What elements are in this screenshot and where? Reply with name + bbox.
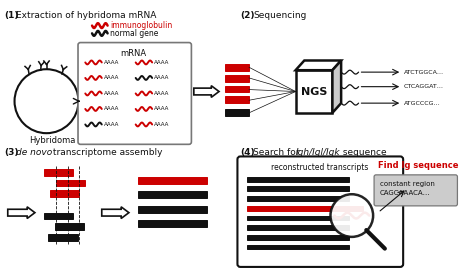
Text: (4): (4) — [240, 148, 255, 157]
Text: AAAA: AAAA — [104, 122, 119, 127]
Bar — [44, 169, 73, 176]
Text: CAGCAAACA…: CAGCAAACA… — [380, 190, 430, 196]
Bar — [247, 245, 349, 249]
Bar — [247, 196, 349, 201]
Text: ATGCCCG…: ATGCCCG… — [404, 101, 441, 106]
Text: transcriptome assembly: transcriptome assembly — [50, 148, 163, 157]
Text: Sequencing: Sequencing — [253, 11, 306, 20]
Bar — [50, 190, 80, 197]
FancyArrow shape — [8, 207, 35, 219]
Bar — [225, 109, 249, 116]
Bar — [247, 235, 349, 240]
Text: immunoglobulin: immunoglobulin — [110, 21, 173, 30]
Bar — [137, 177, 208, 183]
Bar — [225, 96, 249, 103]
Text: Hybridoma: Hybridoma — [29, 136, 75, 145]
Bar — [247, 177, 349, 182]
Bar — [247, 225, 349, 230]
Text: (1): (1) — [4, 11, 18, 20]
Text: sequence: sequence — [340, 148, 387, 157]
Text: Find Ig sequence: Find Ig sequence — [378, 161, 458, 170]
Text: Igh/Igl/Igk: Igh/Igl/Igk — [296, 148, 340, 157]
FancyArrow shape — [102, 207, 129, 219]
Text: (3): (3) — [4, 148, 18, 157]
Text: AAAA: AAAA — [104, 75, 119, 80]
Bar — [44, 213, 73, 219]
Text: reconstructed transcripts: reconstructed transcripts — [271, 163, 368, 172]
Polygon shape — [296, 61, 341, 70]
FancyArrow shape — [194, 86, 219, 97]
Bar — [247, 215, 349, 220]
Text: AAAA: AAAA — [104, 60, 119, 65]
Bar — [247, 206, 364, 211]
Text: normal gene: normal gene — [110, 29, 159, 38]
Text: mRNA: mRNA — [121, 49, 147, 58]
Text: Search for: Search for — [253, 148, 302, 157]
Bar — [225, 64, 249, 71]
Text: NGS: NGS — [301, 86, 327, 96]
Text: CTCAGGAT…: CTCAGGAT… — [404, 84, 444, 89]
Circle shape — [330, 194, 373, 237]
Text: (2): (2) — [240, 11, 255, 20]
Text: AAAA: AAAA — [154, 60, 170, 65]
Text: AAAA: AAAA — [104, 91, 119, 96]
FancyBboxPatch shape — [237, 157, 403, 267]
Bar — [137, 206, 208, 213]
Text: de novo: de novo — [17, 148, 53, 157]
Bar — [247, 187, 349, 191]
Text: constant region: constant region — [380, 181, 435, 187]
Bar — [225, 86, 249, 93]
FancyBboxPatch shape — [78, 43, 191, 144]
Text: AAAA: AAAA — [154, 122, 170, 127]
Bar — [296, 70, 332, 113]
Bar — [55, 223, 84, 230]
Text: AAAA: AAAA — [104, 106, 119, 111]
Bar — [137, 191, 208, 198]
Polygon shape — [332, 61, 341, 113]
Text: ATCTGGCA…: ATCTGGCA… — [404, 70, 444, 75]
Bar — [225, 75, 249, 82]
Bar — [48, 234, 78, 241]
FancyBboxPatch shape — [374, 175, 457, 206]
Text: AAAA: AAAA — [154, 75, 170, 80]
Bar — [56, 180, 85, 187]
Text: AAAA: AAAA — [154, 91, 170, 96]
Bar — [137, 220, 208, 227]
Text: AAAA: AAAA — [154, 106, 170, 111]
Text: Extraction of hybridoma mRNA: Extraction of hybridoma mRNA — [17, 11, 157, 20]
